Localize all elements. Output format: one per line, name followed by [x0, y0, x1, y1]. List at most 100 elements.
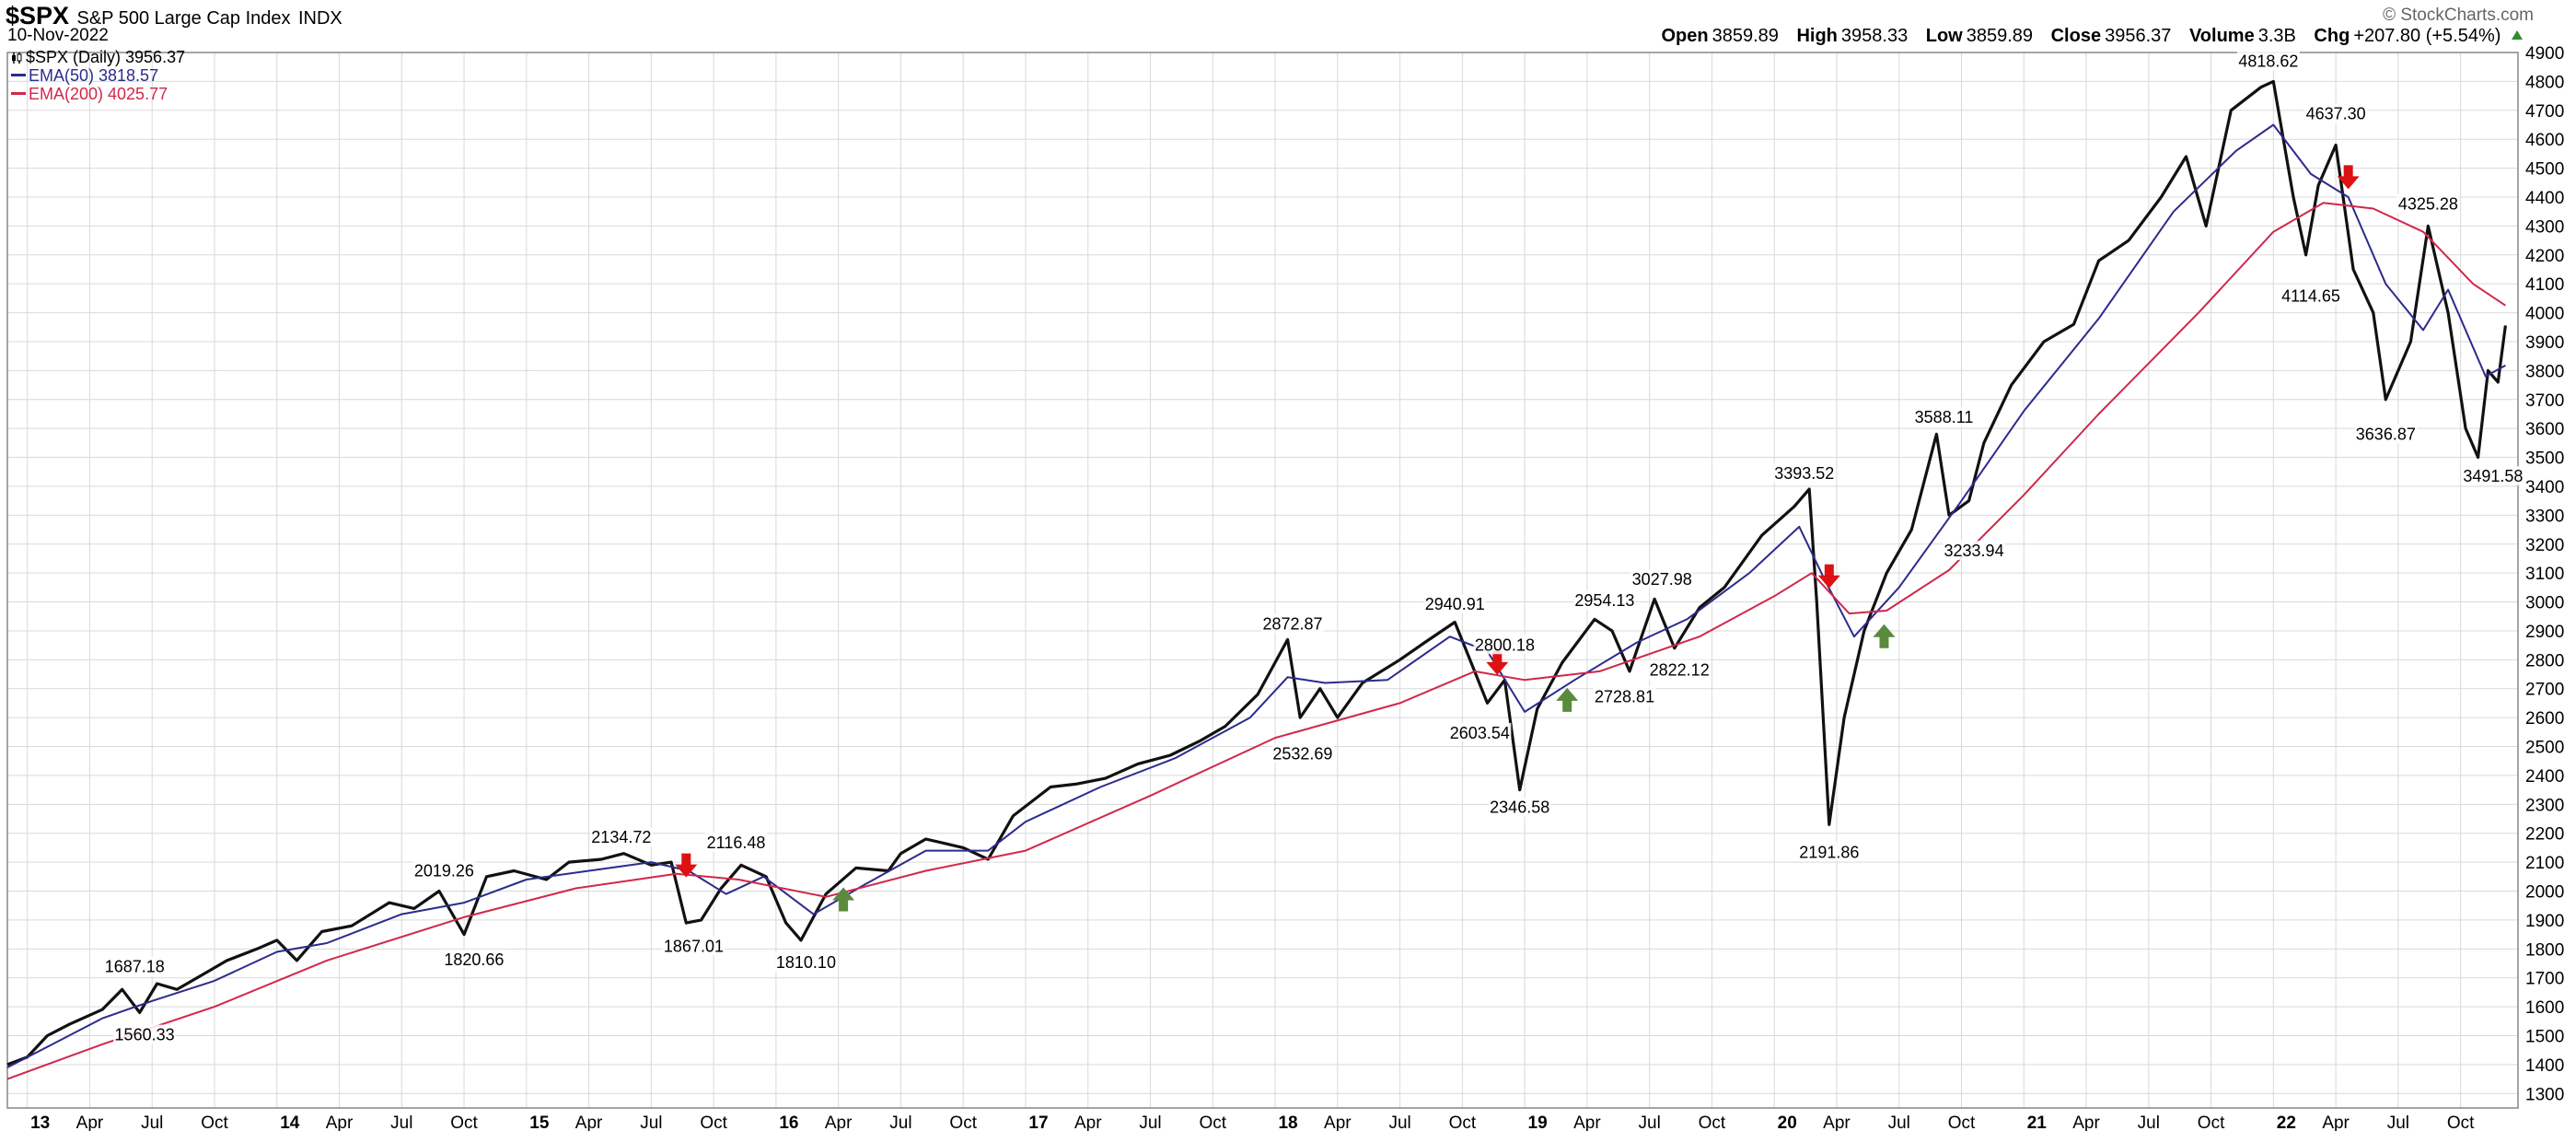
price-annotation: 2728.81 [1595, 688, 1654, 706]
price-annotation: 1560.33 [115, 1026, 175, 1044]
x-tick-label: Oct [1449, 1114, 1477, 1131]
high-value: 3958.33 [1840, 26, 1909, 46]
x-tick-label: Oct [2198, 1114, 2225, 1131]
sell-arrow-icon [2337, 165, 2360, 190]
y-tick-label: 1900 [2525, 912, 2564, 931]
x-tick-label: 13 [30, 1114, 50, 1131]
price-annotation: 4114.65 [2281, 287, 2340, 306]
y-tick-label: 2400 [2525, 767, 2564, 787]
y-tick-label: 4200 [2525, 247, 2564, 266]
x-tick-label: Jul [2387, 1114, 2409, 1131]
change-value: +207.80 (+5.54%) [2353, 26, 2501, 46]
symbol: $SPX [6, 2, 70, 29]
price-annotation: 4818.62 [2238, 52, 2298, 71]
legend-ema200: EMA(200) 4025.77 [11, 85, 185, 103]
x-tick-label: Jul [1888, 1114, 1910, 1131]
x-tick-label: Oct [1948, 1114, 1976, 1131]
x-tick-label: 19 [1528, 1114, 1548, 1131]
y-tick-label: 4600 [2525, 131, 2564, 150]
price-annotation: 1810.10 [776, 953, 836, 972]
y-tick-label: 4000 [2525, 305, 2564, 324]
annotation-bg [1593, 686, 1656, 706]
y-tick-label: 1400 [2525, 1056, 2564, 1076]
x-tick-label: Jul [390, 1114, 412, 1131]
y-tick-label: 3400 [2525, 478, 2564, 497]
sell-arrow-icon [1486, 650, 1509, 675]
chart-signals [675, 165, 2360, 912]
low-label: Low [1925, 26, 1963, 46]
x-tick-label: 21 [2027, 1114, 2048, 1131]
y-tick-label: 1600 [2525, 998, 2564, 1018]
annotation-bg [412, 860, 476, 880]
y-tick-label: 3700 [2525, 391, 2564, 411]
x-tick-label: 22 [2277, 1114, 2296, 1131]
price-annotation: 2134.72 [591, 828, 651, 846]
x-axis: 13 Apr Jul Oct 14 Apr Jul Oct 15 Apr Jul Oct 16 Apr Ju… [30, 1114, 2475, 1131]
price-annotation: 2940.91 [1425, 595, 1485, 613]
chart-grid [7, 52, 2518, 1108]
annotation-bg [2354, 424, 2418, 444]
ema50-swatch [11, 74, 26, 76]
annotation-bg [103, 956, 167, 976]
sell-arrow-icon [1817, 564, 1840, 589]
y-tick-label: 2900 [2525, 623, 2564, 642]
x-tick-label: Jul [1139, 1114, 1161, 1131]
price-annotation: 3588.11 [1915, 408, 1974, 426]
y-tick-label: 2500 [2525, 739, 2564, 758]
y-tick-label: 2100 [2525, 854, 2564, 873]
y-tick-label: 2200 [2525, 825, 2564, 845]
x-tick-label: Apr [76, 1114, 104, 1131]
buy-arrow-icon [1873, 624, 1896, 648]
ema200-line [6, 202, 2506, 1080]
x-tick-label: 17 [1028, 1114, 1048, 1131]
x-tick-label: Oct [1699, 1114, 1726, 1131]
y-tick-label: 3900 [2525, 333, 2564, 353]
x-tick-label: Apr [326, 1114, 354, 1131]
y-tick-label: 2700 [2525, 681, 2564, 700]
high-label: High [1796, 26, 1838, 46]
candlestick-icon [12, 52, 22, 64]
y-tick-label: 3600 [2525, 420, 2564, 439]
legend-price-label: $SPX (Daily) 3956.37 [26, 48, 186, 66]
x-tick-label: 18 [1278, 1114, 1297, 1131]
price-annotation: 3491.58 [2463, 467, 2523, 485]
x-tick-label: Jul [1388, 1114, 1410, 1131]
x-tick-label: Oct [2447, 1114, 2475, 1131]
security-name: S&P 500 Large Cap Index [76, 8, 291, 29]
x-tick-label: Apr [2322, 1114, 2350, 1131]
x-tick-label: Oct [949, 1114, 977, 1131]
annotation-bg [1271, 743, 1334, 764]
volume-value: 3.3B [2257, 26, 2296, 46]
close-value: 3956.37 [2105, 26, 2172, 46]
price-annotation: 2532.69 [1272, 744, 1332, 763]
y-tick-label: 3200 [2525, 536, 2564, 555]
annotation-bg [442, 949, 505, 969]
price-annotation: 3636.87 [2356, 426, 2416, 444]
x-tick-label: Oct [700, 1114, 727, 1131]
buy-arrow-icon [1556, 687, 1579, 712]
price-annotation: 3393.52 [1774, 464, 1834, 483]
x-tick-label: Apr [575, 1114, 603, 1131]
annotation-bg [1797, 842, 1861, 862]
annotation-bg [1261, 613, 1325, 634]
annotation-bg [1423, 594, 1487, 614]
annotation-bg [589, 827, 653, 847]
x-tick-label: Jul [141, 1114, 163, 1131]
legend-ema200-label: EMA(200) 4025.77 [29, 85, 168, 103]
chart-date: 10-Nov-2022 [7, 26, 109, 45]
volume-label: Volume [2188, 26, 2255, 46]
annotation-bg [704, 832, 768, 852]
price-annotation: 3233.94 [1944, 542, 2004, 560]
annotation-bg [1648, 659, 1712, 680]
brand-watermark: © StockCharts.com [2383, 6, 2534, 25]
y-tick-label: 4800 [2525, 73, 2564, 92]
annotation-bg [1772, 462, 1836, 483]
change-label: Chg [2314, 26, 2350, 46]
price-annotation: 3027.98 [1632, 570, 1692, 589]
annotation-bg [1488, 797, 1551, 817]
y-tick-label: 3000 [2525, 594, 2564, 613]
close-label: Close [2050, 26, 2102, 46]
x-tick-label: Apr [1823, 1114, 1851, 1131]
annotation-bg [1448, 723, 1512, 743]
y-tick-label: 1300 [2525, 1085, 2564, 1104]
